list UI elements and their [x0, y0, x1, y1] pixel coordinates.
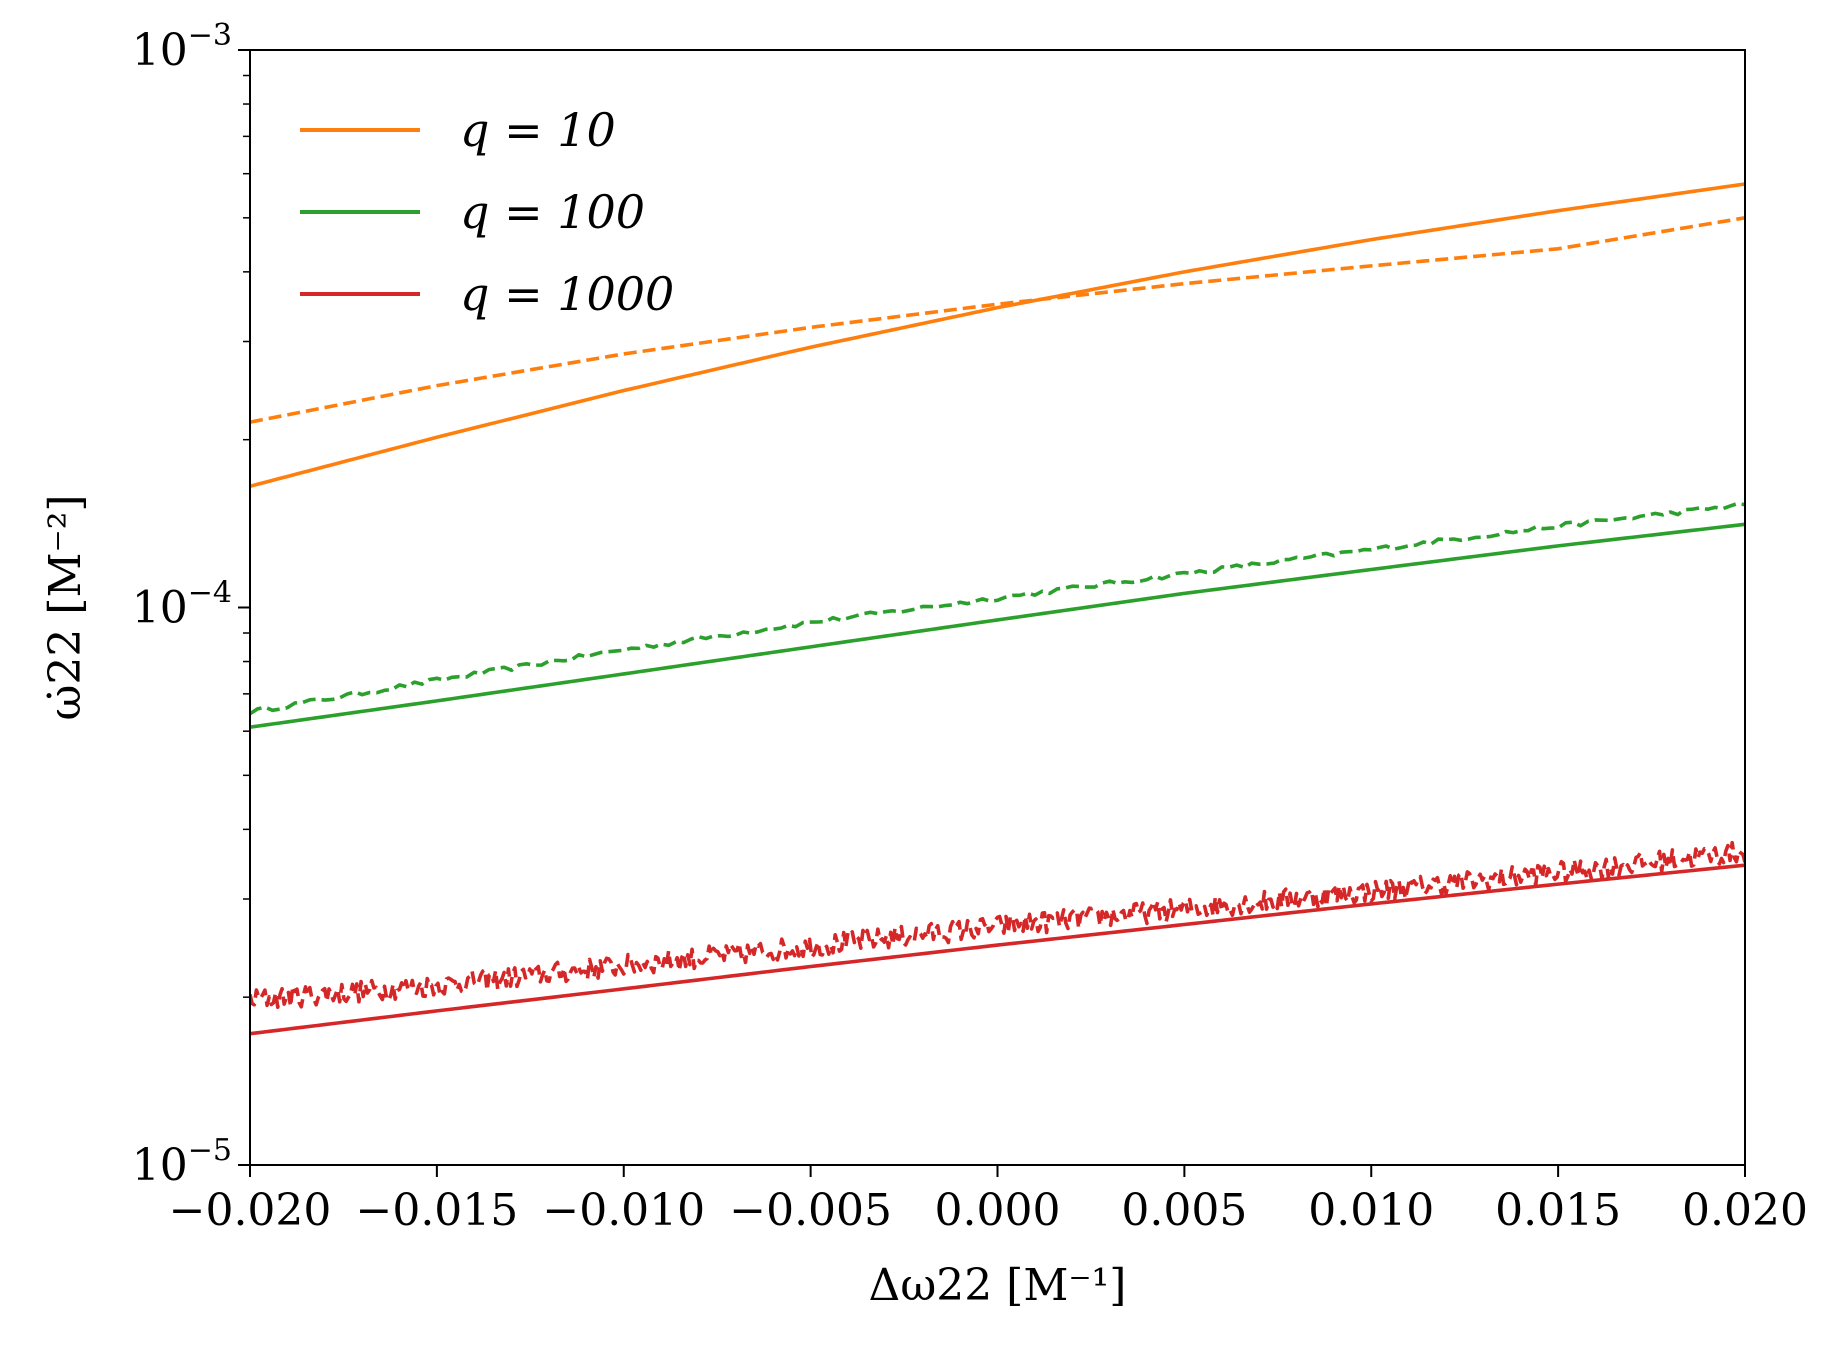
x-tick-label: 0.005: [1121, 1185, 1247, 1236]
legend-label: q = 1000: [460, 267, 674, 321]
x-tick-label: 0.010: [1308, 1185, 1434, 1236]
x-tick-label: 0.000: [935, 1185, 1061, 1236]
y-tick-label: 10−5: [132, 1133, 232, 1191]
series-line-1-dashed: [250, 216, 1745, 424]
axes: −0.020 −0.015 −0.010 −0.005 0.000 0.005 0.010 0…: [132, 18, 1808, 1236]
x-tick-label: −0.005: [729, 1185, 892, 1236]
x-tick-label: −0.010: [542, 1185, 705, 1236]
x-tick-label: 0.015: [1495, 1185, 1621, 1236]
legend: q = 10 q = 100 q = 1000: [300, 103, 674, 321]
x-tick-label: −0.020: [169, 1185, 332, 1236]
y-tick-label: 10−4: [132, 576, 232, 634]
y-axis-label: ω̇22 [M⁻²]: [40, 494, 91, 720]
series-line-5-dashed-noisy: [250, 840, 1745, 1010]
legend-label: q = 100: [460, 185, 645, 239]
legend-label: q = 10: [460, 103, 616, 157]
plot-area: [250, 182, 1745, 1036]
series-line-2-solid: [250, 522, 1745, 729]
series-line-3-dashed: [250, 501, 1745, 716]
x-tick-label: −0.015: [355, 1185, 518, 1236]
axis-labels: Δω22 [M⁻¹] ω̇22 [M⁻²]: [40, 494, 1126, 1311]
x-axis-label: Δω22 [M⁻¹]: [869, 1260, 1127, 1311]
x-tick-label: 0.020: [1682, 1185, 1808, 1236]
series-line-4-solid: [250, 863, 1745, 1036]
y-tick-label: 10−3: [132, 18, 232, 76]
series-line-0-solid: [250, 182, 1745, 488]
